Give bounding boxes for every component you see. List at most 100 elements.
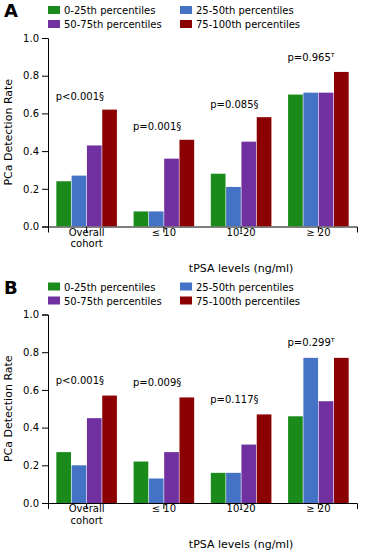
- bar-series: [72, 358, 318, 503]
- y-tick-label: 0.2: [23, 460, 39, 471]
- y-tick-mark: [42, 390, 48, 391]
- legend-label: 75-100th percentiles: [196, 296, 300, 307]
- x-tick: ≤ 10: [152, 227, 176, 238]
- bar: [164, 159, 179, 227]
- y-tick-mark: [42, 76, 48, 77]
- y-tick-label: 0.0: [23, 498, 39, 509]
- x-tick-label: ≥ 20: [306, 503, 330, 514]
- y-tick-mark: [42, 465, 48, 466]
- figure: 0.00.20.40.60.81.0Overallcohort≤ 1010-20…: [0, 0, 367, 553]
- annotation: p=0.085§: [210, 99, 258, 110]
- x-tick-label-line: 10-20: [227, 503, 256, 514]
- bar: [226, 473, 241, 503]
- legend-label: 50-75th percentiles: [64, 296, 162, 307]
- legend-item: 0-25th percentiles: [48, 282, 155, 293]
- bar: [149, 478, 164, 503]
- y-tick-mark: [42, 151, 48, 152]
- y-tick-label: 0.4: [23, 422, 39, 433]
- annotation: p=0.965ᵀ: [287, 52, 334, 63]
- x-tick-label: 10-20: [227, 503, 256, 514]
- legend: 0-25th percentiles25-50th percentiles50-…: [48, 5, 300, 30]
- legend: 0-25th percentiles 25-50th percentiles 50-…: [48, 282, 300, 307]
- axis-line: [42, 39, 49, 228]
- x-tick-label: ≤ 10: [152, 227, 176, 238]
- y-tick-mark: [42, 189, 48, 190]
- bar: [303, 358, 318, 503]
- x-axis-title: tPSA levels (ng/ml): [189, 538, 294, 551]
- y-tick-mark: [42, 428, 48, 429]
- x-tick-label-line: ≤ 10: [152, 227, 176, 238]
- y-tick: 0.4: [23, 422, 48, 433]
- y-tick: 0.6: [23, 385, 48, 396]
- y-tick: 0.2: [23, 184, 48, 195]
- bar: [56, 181, 71, 226]
- y-tick: 0.2: [23, 460, 48, 471]
- annotation: p=0.117§: [210, 394, 258, 405]
- x-tick-label: Overallcohort: [69, 227, 105, 250]
- panel-label: A: [4, 0, 18, 21]
- legend-item: 0-25th percentiles: [48, 5, 155, 16]
- bar: [211, 174, 226, 227]
- x-tick-label: Overallcohort: [69, 503, 105, 526]
- x-tick-label-line: Overall: [69, 227, 105, 238]
- x-tick-label-line: cohort: [71, 515, 103, 526]
- x-tick: 10-20: [227, 503, 256, 514]
- bar: [241, 142, 256, 227]
- legend-swatch: [48, 20, 60, 28]
- bar: [257, 117, 272, 226]
- x-tick: ≥ 20: [306, 227, 330, 238]
- legend-swatch: [180, 6, 192, 14]
- bar: [134, 211, 149, 226]
- bar: [102, 110, 117, 227]
- bar: [134, 462, 149, 503]
- annotation: p=0.001§: [133, 121, 181, 132]
- y-tick-mark: [42, 38, 48, 39]
- bar: [179, 397, 194, 503]
- x-tick-label-line: ≤ 10: [152, 503, 176, 514]
- y-tick: 0.4: [23, 146, 48, 157]
- bar-series: [102, 72, 348, 227]
- y-tick-mark: [42, 315, 48, 316]
- y-axis-title: PCa Detection Rate: [2, 79, 15, 186]
- bar-series: [56, 95, 302, 227]
- bar: [179, 140, 194, 227]
- x-axis: Overallcohort ≤ 10 10-20 ≥ 20: [49, 503, 358, 526]
- x-tick-label: 10-20: [227, 227, 256, 238]
- legend-item: 25-50th percentiles: [180, 5, 294, 16]
- bar-series: [87, 93, 333, 227]
- bar-series: [87, 401, 333, 503]
- panel: 0.00.20.40.60.81.0Overallcohort≤ 1010-20…: [2, 277, 358, 552]
- x-tick: ≥ 20: [306, 503, 330, 514]
- bar: [319, 401, 334, 503]
- bar: [164, 452, 179, 503]
- bar: [334, 72, 349, 227]
- plot-area: [56, 72, 348, 227]
- annotation: p<0.001§: [56, 91, 104, 102]
- legend-item: 75-100th percentiles: [180, 19, 300, 30]
- legend-label: 0-25th percentiles: [64, 282, 155, 293]
- legend-label: 25-50th percentiles: [196, 282, 294, 293]
- y-tick-label: 0.6: [23, 385, 39, 396]
- y-tick: 1.0: [23, 309, 48, 320]
- y-tick-label: 1.0: [23, 309, 39, 320]
- y-tick-mark: [42, 113, 48, 114]
- y-tick-mark: [42, 503, 48, 504]
- bar: [56, 452, 71, 503]
- bar: [241, 445, 256, 503]
- x-tick-label-line: Overall: [69, 503, 105, 514]
- axis-line: [42, 315, 49, 504]
- y-tick: 0.8: [23, 70, 48, 81]
- y-tick-label: 0.6: [23, 108, 39, 119]
- bar: [288, 416, 303, 503]
- legend-label: 0-25th percentiles: [64, 5, 155, 16]
- x-tick-label-line: ≥ 20: [306, 227, 330, 238]
- y-tick-label: 0.2: [23, 184, 39, 195]
- bar: [149, 211, 164, 226]
- y-tick: 0.6: [23, 108, 48, 119]
- bar-series: [102, 358, 348, 503]
- bar: [257, 414, 272, 503]
- x-axis: Overallcohort ≤ 10 10-20 ≥ 20: [49, 227, 358, 250]
- legend-swatch: [180, 283, 192, 291]
- legend-label: 75-100th percentiles: [196, 19, 300, 30]
- panel: 0.00.20.40.60.81.0Overallcohort≤ 1010-20…: [2, 0, 358, 275]
